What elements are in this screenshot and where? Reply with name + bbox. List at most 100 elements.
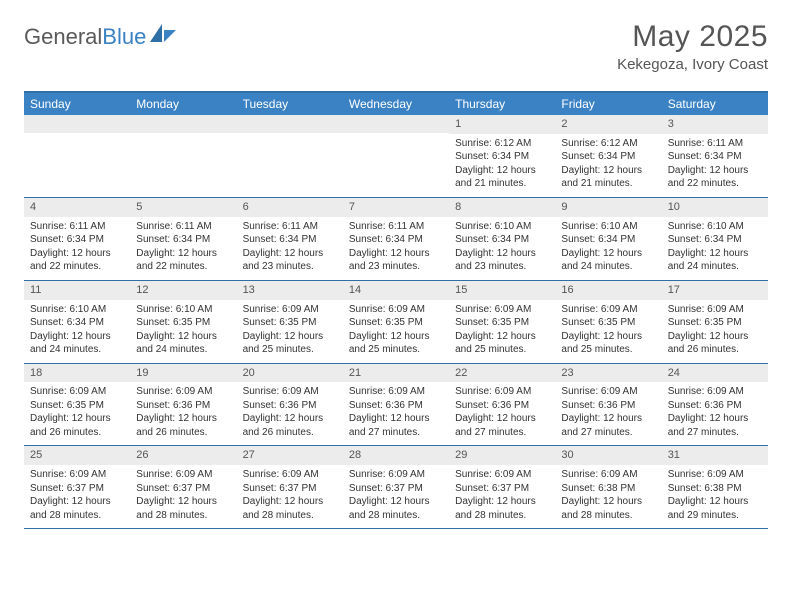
day-info-line: Daylight: 12 hours and 29 minutes. [668, 495, 762, 522]
day-body: Sunrise: 6:11 AMSunset: 6:34 PMDaylight:… [24, 217, 130, 280]
day-number: 1 [449, 115, 555, 134]
day-number: 13 [237, 281, 343, 300]
day-info-line: Sunrise: 6:09 AM [243, 385, 337, 399]
day-number: 17 [662, 281, 768, 300]
day-info-line: Sunrise: 6:10 AM [455, 220, 549, 234]
day-body: Sunrise: 6:12 AMSunset: 6:34 PMDaylight:… [449, 134, 555, 197]
day-cell: 26Sunrise: 6:09 AMSunset: 6:37 PMDayligh… [130, 446, 236, 528]
day-cell: 7Sunrise: 6:11 AMSunset: 6:34 PMDaylight… [343, 198, 449, 280]
day-body: Sunrise: 6:09 AMSunset: 6:37 PMDaylight:… [130, 465, 236, 528]
day-info-line: Daylight: 12 hours and 27 minutes. [668, 412, 762, 439]
day-cell: 12Sunrise: 6:10 AMSunset: 6:35 PMDayligh… [130, 281, 236, 363]
day-info-line: Sunset: 6:36 PM [668, 399, 762, 413]
day-number: 28 [343, 446, 449, 465]
location-label: Kekegoza, Ivory Coast [617, 56, 768, 73]
day-info-line: Daylight: 12 hours and 28 minutes. [349, 495, 443, 522]
day-body: Sunrise: 6:09 AMSunset: 6:35 PMDaylight:… [449, 300, 555, 363]
day-number [343, 115, 449, 133]
day-body: Sunrise: 6:09 AMSunset: 6:35 PMDaylight:… [555, 300, 661, 363]
day-number [237, 115, 343, 133]
day-cell: 4Sunrise: 6:11 AMSunset: 6:34 PMDaylight… [24, 198, 130, 280]
day-info-line: Sunrise: 6:10 AM [136, 303, 230, 317]
day-info-line: Sunrise: 6:09 AM [668, 468, 762, 482]
day-body: Sunrise: 6:09 AMSunset: 6:37 PMDaylight:… [24, 465, 130, 528]
day-info-line: Sunset: 6:34 PM [30, 233, 124, 247]
day-info-line: Sunset: 6:37 PM [136, 482, 230, 496]
day-info-line: Daylight: 12 hours and 27 minutes. [349, 412, 443, 439]
day-header-cell: Friday [555, 93, 661, 115]
day-info-line: Sunset: 6:35 PM [243, 316, 337, 330]
day-info-line: Daylight: 12 hours and 26 minutes. [243, 412, 337, 439]
day-info-line: Sunrise: 6:11 AM [136, 220, 230, 234]
day-cell: 11Sunrise: 6:10 AMSunset: 6:34 PMDayligh… [24, 281, 130, 363]
day-header-cell: Monday [130, 93, 236, 115]
day-cell: 10Sunrise: 6:10 AMSunset: 6:34 PMDayligh… [662, 198, 768, 280]
day-body: Sunrise: 6:11 AMSunset: 6:34 PMDaylight:… [130, 217, 236, 280]
day-number: 8 [449, 198, 555, 217]
day-info-line: Sunrise: 6:12 AM [561, 137, 655, 151]
day-info-line: Daylight: 12 hours and 24 minutes. [668, 247, 762, 274]
day-info-line: Sunset: 6:36 PM [136, 399, 230, 413]
day-info-line: Sunset: 6:35 PM [349, 316, 443, 330]
day-body: Sunrise: 6:11 AMSunset: 6:34 PMDaylight:… [662, 134, 768, 197]
day-info-line: Sunset: 6:35 PM [136, 316, 230, 330]
day-info-line: Sunset: 6:34 PM [668, 150, 762, 164]
week-row: 18Sunrise: 6:09 AMSunset: 6:35 PMDayligh… [24, 364, 768, 447]
day-body: Sunrise: 6:09 AMSunset: 6:38 PMDaylight:… [555, 465, 661, 528]
day-info-line: Sunrise: 6:09 AM [561, 468, 655, 482]
day-cell: 24Sunrise: 6:09 AMSunset: 6:36 PMDayligh… [662, 364, 768, 446]
day-number: 7 [343, 198, 449, 217]
day-cell: 27Sunrise: 6:09 AMSunset: 6:37 PMDayligh… [237, 446, 343, 528]
day-info-line: Sunset: 6:36 PM [349, 399, 443, 413]
day-info-line: Sunset: 6:37 PM [455, 482, 549, 496]
day-cell: 17Sunrise: 6:09 AMSunset: 6:35 PMDayligh… [662, 281, 768, 363]
day-cell: 8Sunrise: 6:10 AMSunset: 6:34 PMDaylight… [449, 198, 555, 280]
day-info-line: Daylight: 12 hours and 22 minutes. [30, 247, 124, 274]
day-info-line: Daylight: 12 hours and 27 minutes. [455, 412, 549, 439]
day-info-line: Sunset: 6:34 PM [561, 150, 655, 164]
day-cell: 31Sunrise: 6:09 AMSunset: 6:38 PMDayligh… [662, 446, 768, 528]
day-info-line: Daylight: 12 hours and 23 minutes. [455, 247, 549, 274]
day-body [237, 133, 343, 142]
week-row: 11Sunrise: 6:10 AMSunset: 6:34 PMDayligh… [24, 281, 768, 364]
day-cell [24, 115, 130, 197]
day-number: 21 [343, 364, 449, 383]
calendar-grid: SundayMondayTuesdayWednesdayThursdayFrid… [24, 91, 768, 529]
day-info-line: Sunrise: 6:09 AM [349, 468, 443, 482]
day-info-line: Daylight: 12 hours and 26 minutes. [136, 412, 230, 439]
calendar-page: GeneralBlue May 2025 Kekegoza, Ivory Coa… [0, 0, 792, 549]
day-info-line: Sunrise: 6:09 AM [561, 385, 655, 399]
day-info-line: Sunrise: 6:09 AM [455, 468, 549, 482]
day-info-line: Sunrise: 6:10 AM [668, 220, 762, 234]
day-info-line: Sunrise: 6:10 AM [30, 303, 124, 317]
day-number: 19 [130, 364, 236, 383]
day-body: Sunrise: 6:11 AMSunset: 6:34 PMDaylight:… [237, 217, 343, 280]
day-body: Sunrise: 6:09 AMSunset: 6:36 PMDaylight:… [343, 382, 449, 445]
day-number: 9 [555, 198, 661, 217]
day-info-line: Sunset: 6:35 PM [455, 316, 549, 330]
day-info-line: Daylight: 12 hours and 22 minutes. [136, 247, 230, 274]
header: GeneralBlue May 2025 Kekegoza, Ivory Coa… [24, 20, 768, 73]
day-info-line: Daylight: 12 hours and 27 minutes. [561, 412, 655, 439]
day-number: 29 [449, 446, 555, 465]
day-info-line: Sunset: 6:34 PM [455, 150, 549, 164]
day-body: Sunrise: 6:10 AMSunset: 6:34 PMDaylight:… [662, 217, 768, 280]
day-info-line: Sunrise: 6:09 AM [455, 303, 549, 317]
day-cell: 2Sunrise: 6:12 AMSunset: 6:34 PMDaylight… [555, 115, 661, 197]
brand-word2: Blue [102, 24, 146, 50]
day-body: Sunrise: 6:09 AMSunset: 6:35 PMDaylight:… [24, 382, 130, 445]
day-cell: 9Sunrise: 6:10 AMSunset: 6:34 PMDaylight… [555, 198, 661, 280]
day-body: Sunrise: 6:10 AMSunset: 6:34 PMDaylight:… [555, 217, 661, 280]
day-header-cell: Saturday [662, 93, 768, 115]
day-info-line: Sunrise: 6:09 AM [349, 303, 443, 317]
day-number: 4 [24, 198, 130, 217]
day-info-line: Sunrise: 6:11 AM [349, 220, 443, 234]
day-info-line: Sunset: 6:37 PM [30, 482, 124, 496]
day-info-line: Sunset: 6:34 PM [30, 316, 124, 330]
day-header-cell: Wednesday [343, 93, 449, 115]
day-header-cell: Tuesday [237, 93, 343, 115]
day-info-line: Sunset: 6:34 PM [349, 233, 443, 247]
day-info-line: Sunrise: 6:11 AM [30, 220, 124, 234]
day-info-line: Daylight: 12 hours and 28 minutes. [561, 495, 655, 522]
day-info-line: Sunrise: 6:09 AM [668, 303, 762, 317]
